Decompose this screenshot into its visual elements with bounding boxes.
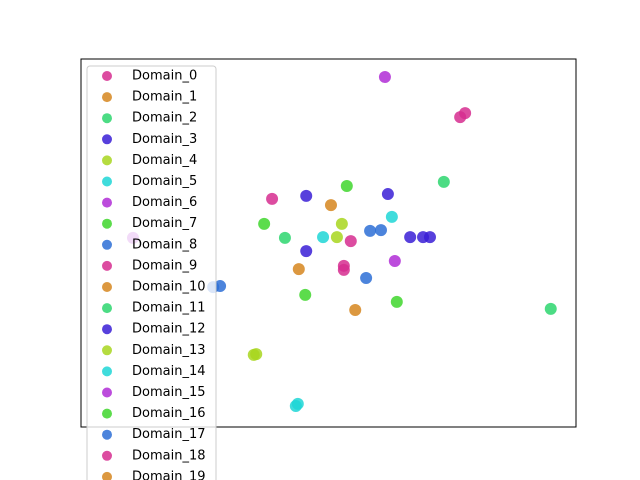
legend-label: Domain_1 (132, 90, 197, 105)
scatter-point (300, 245, 313, 258)
legend-label: Domain_14 (132, 364, 206, 379)
scatter-point (423, 231, 436, 244)
legend-label: Domain_2 (132, 111, 197, 126)
legend-marker (102, 92, 112, 103)
legend-marker (102, 282, 112, 292)
scatter-point (291, 397, 304, 410)
legend-marker (102, 218, 112, 229)
scatter-point (404, 231, 417, 244)
scatter-point (335, 217, 348, 230)
scatter-point (258, 217, 271, 230)
legend-label: Domain_15 (132, 385, 206, 400)
legend-label: Domain_8 (132, 237, 197, 252)
scatter-point (459, 107, 472, 120)
scatter-point (250, 348, 263, 361)
legend-label: Domain_6 (132, 195, 197, 210)
legend-marker (102, 197, 112, 208)
scatter-point (278, 231, 291, 244)
legend-marker (102, 387, 112, 398)
legend-marker (102, 429, 112, 440)
legend-marker (102, 113, 112, 124)
legend-label: Domain_17 (132, 427, 206, 442)
scatter-point (330, 231, 343, 244)
legend-label: Domain_18 (132, 448, 206, 463)
scatter-point (360, 271, 373, 284)
scatter-point (344, 235, 357, 248)
legend-label: Domain_0 (132, 69, 197, 84)
legend-marker (102, 408, 112, 419)
plot-frame (80, 58, 577, 428)
legend-label: Domain_4 (132, 153, 197, 168)
legend-marker (102, 303, 112, 314)
scatter-point (385, 210, 398, 223)
scatter-point (324, 199, 337, 212)
legend-label: Domain_10 (132, 280, 206, 295)
scatter-point (390, 295, 403, 308)
legend-marker (102, 134, 112, 145)
scatter-point (544, 302, 557, 315)
legend-marker (102, 71, 112, 81)
legend-box (86, 65, 217, 480)
legend-label: Domain_3 (132, 132, 197, 147)
scatter-point (337, 263, 350, 276)
scatter-point (437, 175, 450, 188)
legend-label: Domain_13 (132, 343, 206, 358)
scatter-point (378, 71, 391, 84)
legend-marker (102, 260, 112, 271)
scatter-point (300, 189, 313, 202)
scatter-point (381, 188, 394, 201)
legend-label: Domain_12 (132, 322, 206, 337)
legend-marker (102, 366, 112, 377)
legend-label: Domain_5 (132, 174, 197, 189)
legend-marker (102, 239, 112, 250)
legend-marker (102, 324, 112, 335)
scatter-point (364, 224, 377, 237)
legend-label: Domain_7 (132, 216, 197, 231)
scatter-point (317, 231, 330, 244)
legend-label: Domain_16 (132, 406, 206, 421)
legend-marker (102, 345, 112, 356)
scatter-point (388, 255, 401, 268)
scatter-point (340, 179, 353, 192)
legend-marker (102, 155, 112, 166)
legend-label: Domain_11 (132, 301, 206, 316)
scatter-point (374, 224, 387, 237)
legend-marker (102, 176, 112, 187)
scatter-point (299, 288, 312, 301)
scatter-point (349, 303, 362, 316)
scatter-point (266, 192, 279, 205)
legend-label: Domain_9 (132, 258, 197, 273)
legend-label: Domain_19 (132, 469, 206, 480)
legend-marker (102, 450, 112, 461)
scatter-point (292, 263, 305, 276)
legend-marker (102, 471, 112, 480)
